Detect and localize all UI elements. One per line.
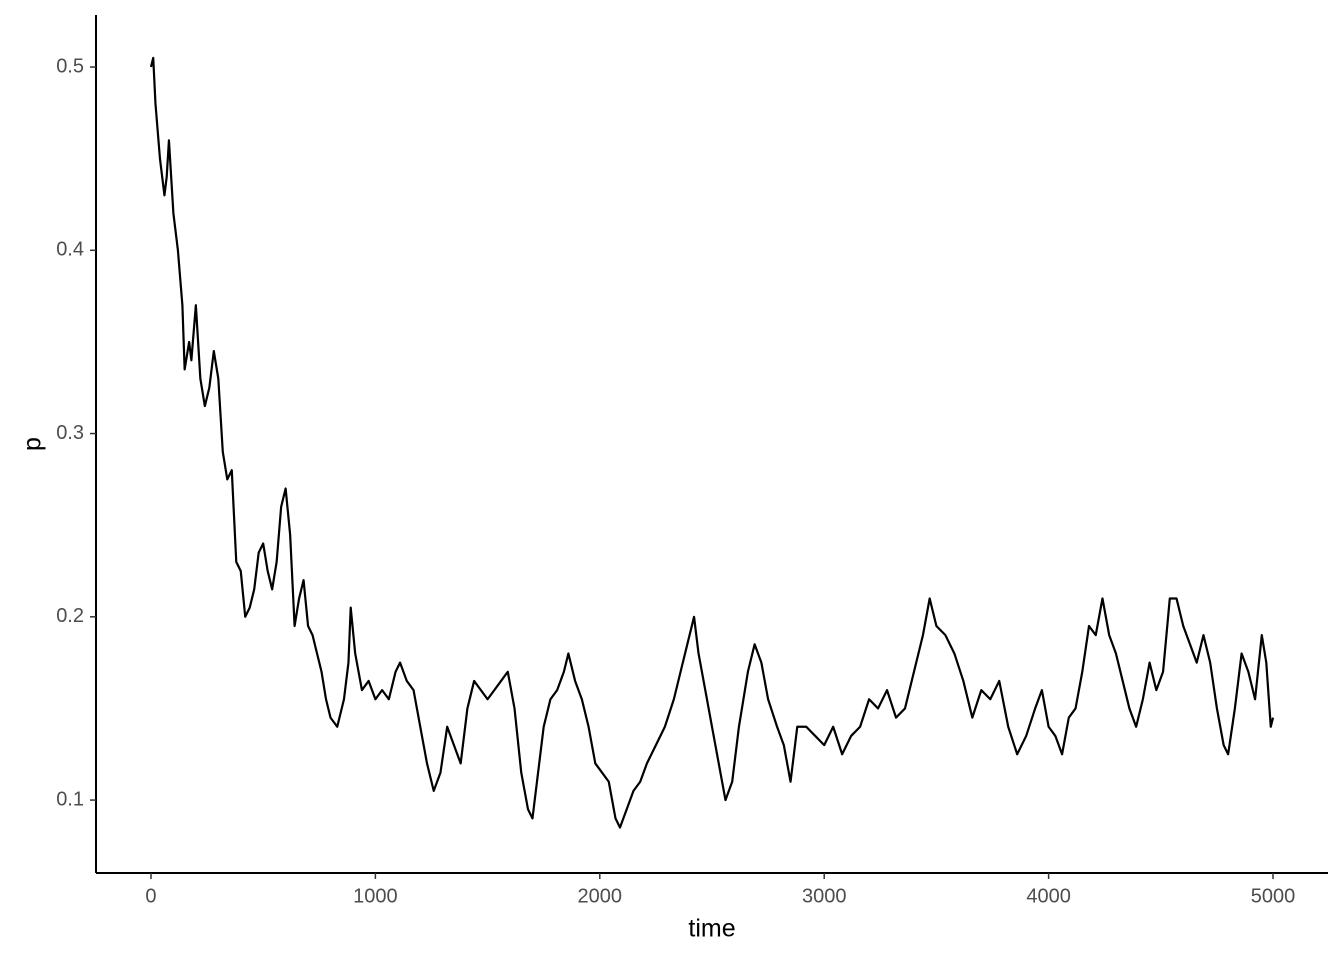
x-tick-label: 4000 xyxy=(1026,885,1071,907)
x-axis-title: time xyxy=(688,915,735,943)
y-tick-label: 0.4 xyxy=(56,239,84,261)
series-line xyxy=(149,56,1275,829)
y-axis-title: p xyxy=(19,437,47,451)
y-tick-label: 0.2 xyxy=(56,605,84,627)
x-tick-label: 1000 xyxy=(353,885,398,907)
x-tick-label: 0 xyxy=(145,885,156,907)
x-tick-label: 5000 xyxy=(1251,885,1296,907)
x-tick-label: 2000 xyxy=(578,885,623,907)
y-tick-label: 0.5 xyxy=(56,55,84,77)
y-tick-label: 0.3 xyxy=(56,422,84,444)
x-tick-label: 3000 xyxy=(802,885,847,907)
y-tick-label: 0.1 xyxy=(56,788,84,810)
